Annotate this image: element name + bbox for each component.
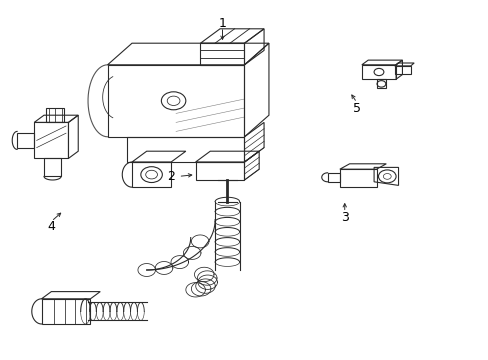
Text: 2: 2 bbox=[167, 170, 175, 183]
Text: 1: 1 bbox=[218, 17, 226, 30]
Text: 5: 5 bbox=[352, 102, 360, 114]
Text: 4: 4 bbox=[47, 220, 55, 233]
Text: 3: 3 bbox=[340, 211, 348, 224]
